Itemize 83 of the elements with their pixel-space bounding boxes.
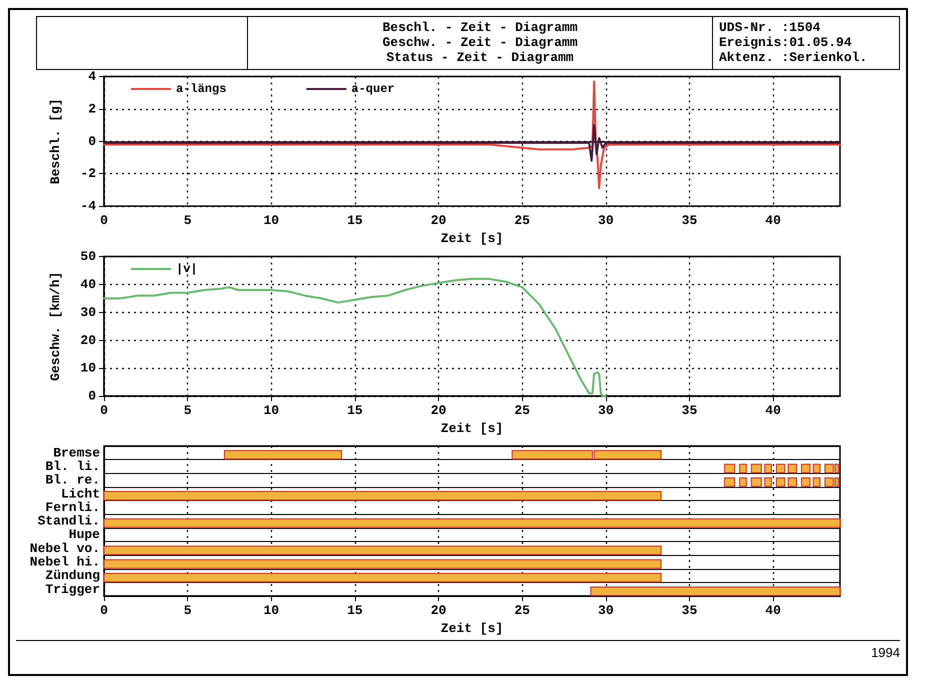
y-tick-label: Zündung bbox=[45, 568, 100, 584]
legend-label: a-quer bbox=[351, 82, 395, 96]
x-tick-label: 20 bbox=[430, 403, 447, 418]
x-axis-title: Zeit [s] bbox=[440, 421, 504, 436]
y-tick-label: 4 bbox=[88, 69, 96, 84]
y-tick-label: 10 bbox=[80, 360, 96, 376]
x-tick-label: 30 bbox=[598, 403, 614, 418]
bar bbox=[764, 477, 772, 487]
text: UDS-Nr. :1504 bbox=[719, 20, 822, 35]
bar bbox=[801, 477, 810, 487]
bar bbox=[801, 464, 810, 474]
x-tick-label: 40 bbox=[765, 403, 782, 418]
y-tick-label: 0 bbox=[88, 388, 96, 404]
bar bbox=[224, 450, 342, 460]
bar bbox=[104, 559, 662, 569]
x-tick-label: 25 bbox=[514, 603, 530, 618]
text: Aktenz. :Serienkol. bbox=[719, 50, 868, 65]
x-tick-label: 30 bbox=[598, 213, 614, 228]
y-tick-label: 0 bbox=[88, 134, 96, 149]
bar bbox=[750, 477, 762, 487]
chart-title: Beschl. - Zeit - Diagramm Geschw. - Zeit - Diagramm Status - Zeit - Diagramm bbox=[248, 17, 713, 69]
x-tick-label: 25 bbox=[514, 403, 530, 418]
bar bbox=[812, 477, 820, 487]
y-tick-label: 30 bbox=[80, 304, 96, 320]
line-series bbox=[103, 278, 607, 398]
y-tick-label: Standli. bbox=[38, 514, 100, 529]
x-tick-label: 5 bbox=[184, 213, 192, 228]
x-tick-label: 10 bbox=[263, 603, 280, 618]
y-tick-label: 2 bbox=[88, 101, 96, 116]
bar bbox=[724, 464, 736, 474]
y-tick-label: Nebel vo. bbox=[30, 540, 100, 556]
x-tick-label: 15 bbox=[347, 403, 363, 418]
bar bbox=[590, 586, 840, 596]
bar bbox=[776, 477, 786, 487]
x-tick-label: 35 bbox=[682, 603, 698, 618]
legend-label: |v| bbox=[176, 262, 198, 276]
x-tick-label: 25 bbox=[514, 213, 530, 228]
y-tick-label: Bl. li. bbox=[45, 458, 100, 474]
x-tick-label: 40 bbox=[765, 213, 782, 228]
y-tick-label: Licht bbox=[60, 486, 100, 502]
y-tick-label: Fernli. bbox=[45, 500, 100, 515]
y-tick-label: Bl. re. bbox=[45, 472, 100, 488]
text: Ereignis:01.05.94 bbox=[719, 35, 853, 50]
bar bbox=[104, 491, 662, 500]
bar bbox=[750, 464, 762, 474]
bar bbox=[739, 464, 747, 474]
x-tick-label: 35 bbox=[682, 403, 698, 418]
bar bbox=[776, 464, 786, 474]
bar bbox=[104, 572, 662, 582]
bar bbox=[788, 464, 798, 474]
x-axis-title: Zeit [s] bbox=[440, 231, 504, 246]
y-tick-label: Hupe bbox=[68, 527, 100, 542]
bar bbox=[739, 477, 747, 487]
bar bbox=[812, 464, 820, 474]
y-tick-label: 20 bbox=[80, 332, 96, 348]
bar bbox=[724, 477, 736, 487]
bar bbox=[788, 477, 798, 487]
x-tick-label: 30 bbox=[598, 603, 614, 618]
text: 1994 bbox=[16, 640, 900, 660]
x-tick-label: 35 bbox=[682, 213, 698, 228]
bar bbox=[104, 518, 840, 528]
y-tick-label: Bremse bbox=[53, 445, 100, 460]
x-tick-label: 10 bbox=[263, 403, 280, 418]
x-tick-label: 5 bbox=[184, 403, 192, 418]
legend-label: a-längs bbox=[176, 82, 226, 96]
y-tick-label: Trigger bbox=[45, 582, 100, 597]
y-tick-label: -4 bbox=[80, 198, 96, 214]
bar bbox=[104, 546, 662, 556]
x-tick-label: 20 bbox=[430, 603, 447, 618]
x-tick-label: 5 bbox=[184, 603, 192, 618]
x-tick-label: 40 bbox=[765, 603, 782, 618]
y-tick-label: 40 bbox=[80, 276, 96, 292]
x-tick-label: 10 bbox=[263, 213, 280, 228]
bar bbox=[764, 464, 772, 474]
y-tick-label: -2 bbox=[80, 166, 96, 182]
x-tick-label: 15 bbox=[347, 213, 363, 228]
y-tick-label: Nebel hi. bbox=[30, 554, 100, 570]
y-axis-title: Beschl. [g] bbox=[48, 98, 63, 184]
y-axis-title: Geschw. [km/h] bbox=[48, 272, 63, 381]
x-tick-label: 20 bbox=[430, 213, 447, 228]
x-axis-title: Zeit [s] bbox=[440, 621, 504, 636]
y-tick-label: 50 bbox=[80, 249, 96, 264]
x-tick-label: 15 bbox=[347, 603, 363, 618]
